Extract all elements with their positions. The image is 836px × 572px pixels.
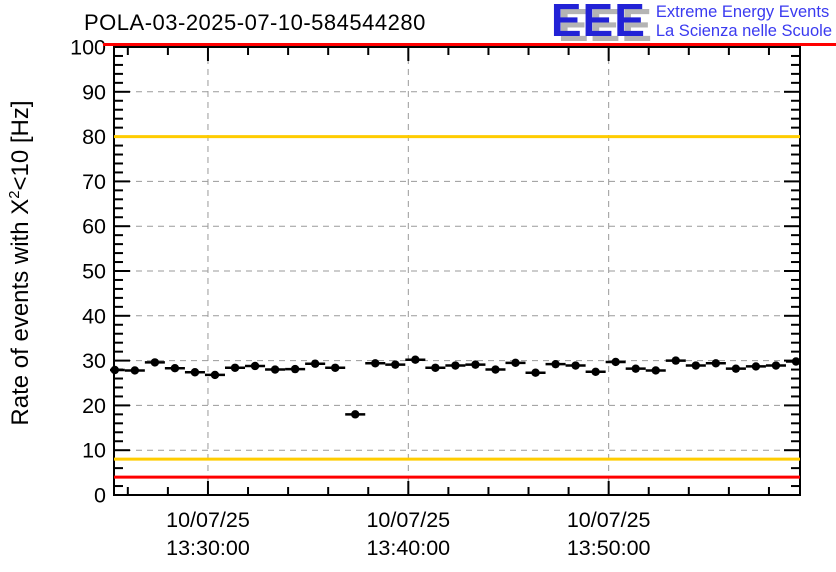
- eee-tagline-2: La Scienza nelle Scuole: [655, 22, 832, 40]
- x-tick-label-date: 10/07/25: [166, 508, 250, 532]
- x-tick-label-time: 13:50:00: [567, 536, 651, 560]
- data-point: [230, 363, 240, 372]
- data-point: [130, 366, 140, 375]
- y-tick-label: 70: [82, 170, 106, 194]
- data-point: [751, 362, 761, 371]
- data-point: [471, 360, 480, 369]
- x-tick-label-date: 10/07/25: [366, 508, 450, 532]
- y-tick-label: 0: [94, 484, 106, 508]
- data-point: [611, 357, 620, 367]
- data-point: [170, 364, 180, 373]
- data-point: [771, 361, 781, 370]
- data-point: [631, 364, 640, 373]
- data-point: [310, 359, 320, 368]
- y-tick-label: 60: [82, 215, 106, 239]
- y-tick-label: 90: [82, 80, 106, 104]
- data-point: [451, 361, 460, 370]
- data-point: [651, 366, 660, 375]
- data-point: [150, 358, 160, 367]
- data-point: [591, 367, 600, 376]
- eee-logo-taglines: Extreme Energy Events La Scienza nelle S…: [656, 0, 832, 41]
- y-tick-label: 30: [82, 349, 106, 373]
- data-point: [491, 365, 500, 374]
- eee-logo-letters: EEE: [550, 0, 646, 46]
- data-point: [330, 363, 340, 372]
- data-point: [551, 359, 560, 369]
- x-tick-label-time: 13:40:00: [366, 536, 450, 560]
- x-tick-label-date: 10/07/25: [567, 508, 651, 532]
- data-series: [110, 355, 800, 419]
- data-point: [110, 365, 120, 375]
- data-point: [711, 359, 721, 368]
- eee-tagline-1: Extreme Energy Events: [655, 3, 830, 21]
- data-point: [290, 364, 300, 374]
- eee-logo: EEE Extreme Energy Events La Scienza nel…: [550, 0, 832, 46]
- data-point: [731, 364, 741, 373]
- y-tick-label: 80: [82, 125, 106, 149]
- y-tick-label: 100: [70, 36, 106, 60]
- y-tick-label: 10: [82, 439, 106, 463]
- data-point: [571, 361, 580, 370]
- data-point: [351, 410, 360, 419]
- y-axis-title-sup: 2: [7, 190, 23, 199]
- data-point: [210, 370, 220, 380]
- y-tick-label: 40: [82, 304, 106, 328]
- data-point: [531, 368, 540, 377]
- data-point: [270, 365, 280, 374]
- data-point: [371, 359, 380, 368]
- data-point: [431, 363, 440, 372]
- data-point: [391, 360, 400, 369]
- data-point: [250, 361, 260, 371]
- data-point: [691, 361, 701, 370]
- y-axis-title-suffix: <10 [Hz]: [7, 100, 34, 191]
- x-tick-label-time: 13:30:00: [166, 536, 250, 560]
- y-tick-label: 20: [82, 394, 106, 418]
- y-tick-label: 50: [82, 260, 106, 284]
- data-point: [511, 358, 520, 368]
- data-point: [791, 357, 800, 366]
- y-axis-title: Rate of events with X2<10 [Hz]: [7, 33, 37, 493]
- data-point: [190, 368, 200, 377]
- plot-title: POLA-03-2025-07-10-584544280: [84, 10, 426, 35]
- y-axis-title-prefix: Rate of events with X: [7, 198, 34, 426]
- data-point: [671, 356, 680, 365]
- data-point: [411, 355, 420, 364]
